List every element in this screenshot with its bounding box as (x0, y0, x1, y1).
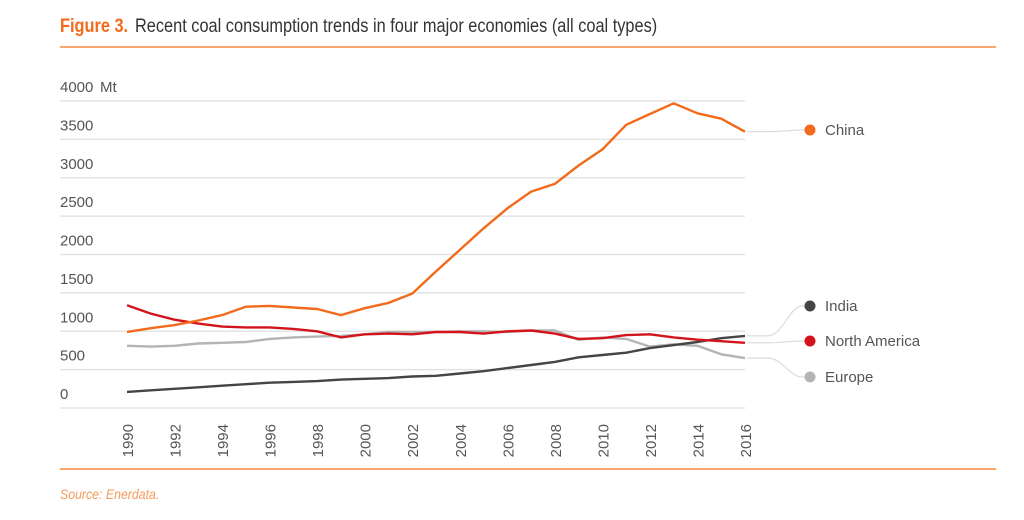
figure-label: Figure 3. (60, 16, 129, 37)
x-tick-label: 2000 (358, 424, 375, 457)
y-tick-label: 500 (60, 348, 85, 365)
x-tick-label: 1998 (310, 424, 327, 457)
y-unit-label: Mt (100, 79, 117, 96)
x-tick-label: 1992 (168, 424, 185, 457)
legend-marker-europe (804, 371, 816, 383)
source-note: Source: Enerdata. (60, 486, 160, 502)
series-lines (126, 102, 746, 394)
legend-label-europe: Europe (825, 369, 873, 386)
title-rule (60, 46, 996, 48)
series-line-china (126, 102, 746, 334)
x-tick-label: 1994 (215, 424, 232, 457)
gridlines (60, 100, 745, 409)
y-tick-label: 4000 (60, 79, 93, 96)
y-tick-label: 3500 (60, 117, 93, 134)
x-tick-label: 2014 (690, 424, 707, 457)
legend-label-india: India (825, 298, 858, 315)
y-axis: 0 500 1000 1500 2000 2500 3000 3500 4000 Mt (60, 79, 117, 403)
footer-rule (60, 468, 996, 470)
legend-marker-india (804, 300, 816, 312)
legend-connector-india (747, 305, 810, 337)
x-tick-label: 2016 (738, 424, 755, 457)
x-tick-label: 1990 (120, 424, 137, 457)
x-tick-label: 2002 (405, 424, 422, 457)
y-tick-label: 3000 (60, 156, 93, 173)
y-tick-label: 0 (60, 386, 68, 403)
legend-marker-north-america (804, 335, 816, 347)
y-tick-label: 1000 (60, 309, 93, 326)
title-text: Recent coal consumption trends in four m… (134, 16, 658, 37)
legend-connector-north-america (747, 340, 810, 344)
legend-label-china: China (825, 122, 865, 139)
x-tick-label: 2010 (595, 424, 612, 457)
legend-marker-china (804, 124, 816, 136)
x-tick-label: 2012 (643, 424, 660, 457)
x-tick-label: 2004 (453, 424, 470, 457)
legend-connector-europe (747, 357, 810, 378)
y-tick-label: 2000 (60, 233, 93, 250)
legend-label-north-america: North America (825, 333, 921, 350)
x-tick-label: 2006 (500, 424, 517, 457)
series-line-india (126, 334, 746, 394)
x-tick-label: 1996 (263, 424, 280, 457)
chart-title: Figure 3. Recent coal consumption trends … (60, 16, 657, 38)
legend-connector-china (747, 129, 810, 133)
y-tick-label: 2500 (60, 194, 93, 211)
series-line-north-america (126, 304, 746, 344)
x-axis: 1990 1992 1994 1996 1998 2000 2002 2004 2006 2008… (120, 424, 755, 457)
legend: China India North America Europe (747, 122, 921, 386)
y-tick-label: 1500 (60, 271, 93, 288)
x-tick-label: 2008 (548, 424, 565, 457)
